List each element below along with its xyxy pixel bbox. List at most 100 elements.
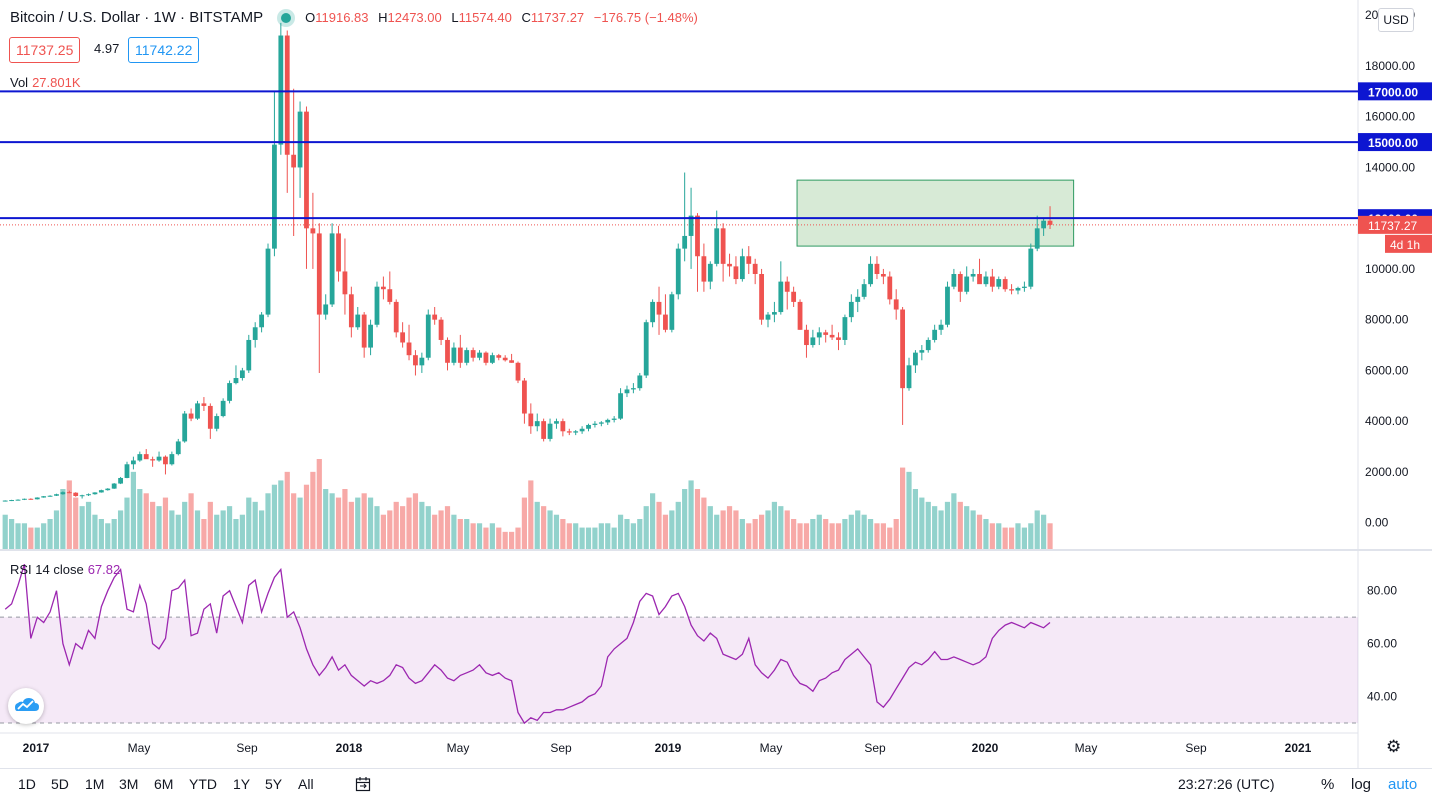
candle-body	[945, 286, 950, 325]
volume-bar	[425, 506, 431, 549]
volume-bar	[617, 514, 624, 549]
volume-bar	[938, 510, 944, 549]
currency-button[interactable]: USD	[1378, 8, 1414, 32]
candle-body	[73, 492, 79, 496]
range-ytd[interactable]: YTD	[189, 776, 217, 792]
settings-gear-icon[interactable]: ⚙	[1386, 737, 1402, 756]
candle-body	[913, 352, 918, 366]
range-1d[interactable]: 1D	[18, 776, 36, 792]
candle-body	[489, 355, 495, 363]
volume-bar	[374, 506, 380, 549]
candle-body	[98, 490, 104, 493]
candle-body	[387, 289, 393, 302]
sell-price-box[interactable]: 11737.25	[9, 37, 81, 63]
candle-body	[714, 228, 720, 264]
volume-bar	[438, 510, 444, 549]
volume-bar	[970, 510, 976, 549]
candle-body	[259, 314, 265, 328]
candle-body	[131, 460, 136, 465]
volume-bar	[98, 519, 104, 549]
candle-body	[528, 413, 534, 427]
candle-body	[79, 495, 85, 497]
candle-body	[836, 337, 841, 340]
percent-scale-toggle[interactable]: %	[1321, 776, 1335, 793]
price-tick-label: 0.00	[1365, 516, 1389, 530]
symbol-title[interactable]: Bitcoin / U.S. Dollar · 1W · BITSTAMP	[10, 9, 264, 26]
level-price-tag	[1358, 133, 1432, 152]
candle-body	[624, 389, 630, 394]
volume-bar	[355, 497, 361, 549]
range-3m[interactable]: 3M	[119, 776, 139, 792]
utc-clock[interactable]: 23:27:26 (UTC)	[1178, 776, 1275, 792]
candle-body	[304, 111, 309, 229]
volume-bar	[393, 501, 399, 549]
candle-body	[169, 454, 175, 465]
candle-body	[573, 431, 579, 433]
tradingview-logo[interactable]	[8, 688, 44, 724]
time-tick-label: May	[760, 741, 783, 755]
volume-bar	[797, 523, 803, 549]
volume-bar	[1002, 527, 1008, 549]
log-scale-toggle[interactable]: log	[1351, 776, 1372, 793]
volume-bar	[560, 519, 566, 549]
volume-bar	[701, 497, 707, 549]
volume-bar	[329, 493, 335, 549]
candle-body	[534, 421, 540, 427]
volume-bar	[643, 506, 649, 549]
volume-bar	[829, 523, 835, 549]
auto-scale-toggle[interactable]: auto	[1388, 776, 1418, 793]
candle-body	[207, 405, 213, 429]
candle-body	[124, 464, 130, 478]
candle-body	[611, 418, 617, 420]
candle-body	[1041, 220, 1047, 229]
candle-body	[355, 314, 361, 328]
volume-bar	[182, 501, 188, 549]
volume-bar	[662, 514, 669, 549]
candle-body	[541, 421, 547, 439]
range-1m[interactable]: 1M	[85, 776, 105, 792]
volume-bar	[733, 510, 739, 549]
volume-bar	[688, 480, 694, 549]
level-price-label: 15000.00	[1368, 136, 1418, 150]
volume-bar	[201, 519, 207, 549]
candle-body	[163, 456, 168, 465]
volume-bar	[2, 514, 8, 549]
calendar-goto-icon[interactable]	[355, 776, 371, 792]
volume-bar	[303, 484, 310, 549]
volume-bar	[784, 510, 790, 549]
range-6m[interactable]: 6M	[154, 776, 174, 792]
level-price-tag	[1358, 82, 1432, 101]
candle-body	[675, 248, 681, 295]
rsi-legend[interactable]: RSI 14 close 67.82	[10, 562, 120, 577]
candle-body	[618, 393, 623, 419]
candle-body	[252, 327, 258, 340]
volume-legend[interactable]: Vol 27.801K	[10, 75, 81, 90]
range-5y[interactable]: 5Y	[265, 776, 283, 792]
candle-body	[656, 301, 662, 315]
volume-bar	[246, 497, 252, 549]
range-1y[interactable]: 1Y	[233, 776, 251, 792]
range-all[interactable]: All	[298, 776, 314, 792]
candle-body	[233, 378, 239, 384]
volume-bar	[117, 510, 124, 549]
volume-bar	[694, 489, 701, 549]
volume-bar	[387, 510, 393, 549]
chart-canvas[interactable]: 20000.0018000.0016000.0014000.0012000.00…	[0, 0, 1432, 768]
time-tick-label: May	[128, 741, 151, 755]
candle-body	[797, 301, 803, 330]
volume-bar	[85, 501, 92, 549]
volume-bar	[739, 519, 745, 549]
candle-body	[778, 281, 784, 313]
range-5d[interactable]: 5D	[51, 776, 69, 792]
volume-bar	[1041, 514, 1047, 549]
volume-bar	[508, 531, 515, 549]
volume-bar	[124, 497, 130, 549]
candle-body	[579, 428, 585, 432]
volume-bar	[528, 480, 534, 549]
volume-bar	[1015, 523, 1021, 549]
candle-body	[92, 492, 98, 495]
candle-body	[765, 314, 771, 320]
candle-body	[188, 413, 194, 419]
buy-price-box[interactable]: 11742.22	[128, 37, 200, 63]
volume-bar	[592, 527, 598, 549]
